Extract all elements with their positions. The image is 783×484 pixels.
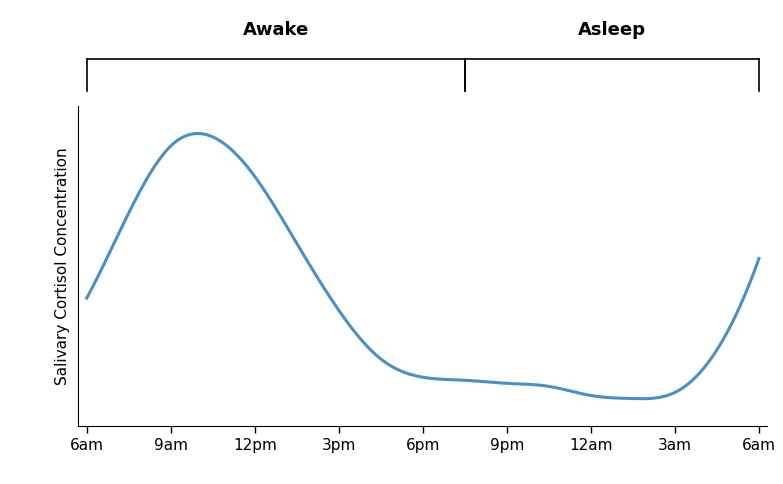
Text: Asleep: Asleep (578, 21, 646, 39)
Y-axis label: Salivary Cortisol Concentration: Salivary Cortisol Concentration (55, 148, 70, 385)
Text: Awake: Awake (243, 21, 309, 39)
